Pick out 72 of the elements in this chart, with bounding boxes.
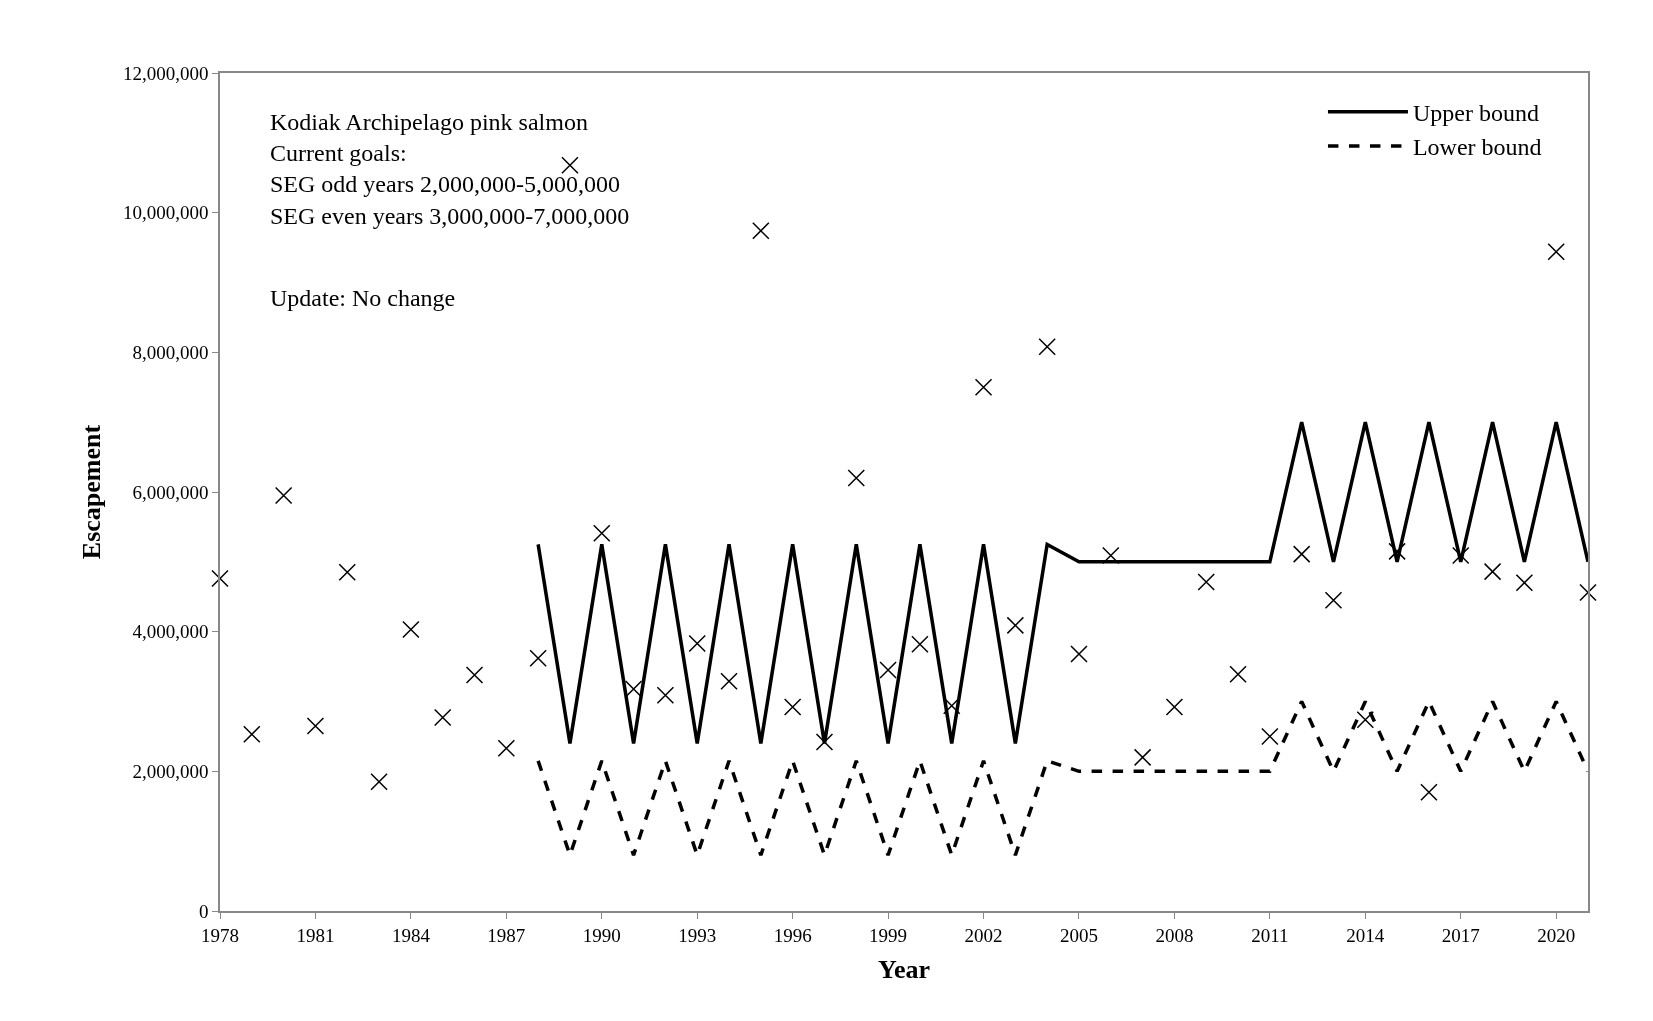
point xyxy=(306,717,325,735)
x-axis-title: Year xyxy=(878,954,930,984)
point xyxy=(243,725,261,744)
point xyxy=(497,739,516,758)
x-tick-label: 1978 xyxy=(201,924,239,946)
x-tick-label: 2014 xyxy=(1346,924,1385,946)
point xyxy=(1006,616,1025,635)
point xyxy=(561,156,579,174)
x-tick-label: 1990 xyxy=(582,924,621,946)
y-tick-label: 4,000,000 xyxy=(132,621,209,643)
point xyxy=(720,672,738,690)
point xyxy=(1229,665,1247,684)
point xyxy=(1197,573,1215,591)
y-tick-label: 12,000,000 xyxy=(122,62,209,84)
point xyxy=(879,661,897,679)
line-series xyxy=(536,699,1588,857)
point xyxy=(1324,591,1343,609)
point xyxy=(1451,546,1470,565)
point xyxy=(752,222,770,240)
x-tick-label: 1981 xyxy=(296,924,335,946)
point xyxy=(1356,710,1375,729)
point xyxy=(688,634,706,653)
x-tick-label: 1987 xyxy=(487,924,526,946)
legend-label: Upper bound xyxy=(1412,100,1539,127)
point xyxy=(1292,545,1311,563)
point xyxy=(433,708,452,727)
annotation: Kodiak Archipelago pink salmon Current goals: SEG odd years 2,000,000-5,000,000 SEG even years 3,000,000-7,000,000 xyxy=(270,109,630,229)
x-tick-label: 2008 xyxy=(1155,924,1194,946)
x-tick-label: 2005 xyxy=(1059,924,1098,946)
point xyxy=(1547,243,1565,261)
x-tick-label: 2020 xyxy=(1537,924,1576,946)
x-tick-label: 1996 xyxy=(773,924,812,946)
point xyxy=(847,469,866,487)
y-tick-label: 2,000,000 xyxy=(132,760,209,782)
point xyxy=(370,773,388,791)
point xyxy=(1515,574,1534,592)
x-tick-label: 1993 xyxy=(678,924,717,946)
point xyxy=(656,686,675,704)
point xyxy=(593,524,611,542)
legend-label: Lower bound xyxy=(1412,134,1542,161)
point xyxy=(815,733,834,751)
point xyxy=(1420,783,1438,802)
point xyxy=(624,680,643,698)
x-tick-label: 2017 xyxy=(1441,924,1480,946)
y-tick-label: 0 xyxy=(198,900,209,922)
point xyxy=(1388,542,1406,561)
x-tick-label: 2011 xyxy=(1251,924,1289,946)
point xyxy=(911,635,929,653)
point xyxy=(465,666,484,684)
line-series xyxy=(536,420,1588,746)
x-tick-label: 2002 xyxy=(964,924,1003,946)
point xyxy=(274,486,293,505)
point xyxy=(1165,698,1184,716)
point xyxy=(402,620,420,639)
x-tick-label: 1999 xyxy=(869,924,908,946)
point xyxy=(1038,338,1056,356)
point xyxy=(1070,645,1088,663)
annotation: Update: No change xyxy=(270,285,456,311)
point xyxy=(529,649,547,667)
point xyxy=(1483,562,1502,581)
point xyxy=(1133,748,1152,767)
y-axis-title: Escapement xyxy=(76,424,106,560)
point xyxy=(338,563,357,582)
x-tick-label: 1984 xyxy=(391,924,431,946)
point xyxy=(783,698,802,716)
y-tick-label: 8,000,000 xyxy=(132,341,209,363)
point xyxy=(1579,583,1597,602)
y-tick-label: 10,000,000 xyxy=(122,202,209,224)
point xyxy=(1261,727,1279,746)
y-tick-label: 6,000,000 xyxy=(132,481,209,503)
point xyxy=(974,378,993,396)
point xyxy=(211,569,229,588)
